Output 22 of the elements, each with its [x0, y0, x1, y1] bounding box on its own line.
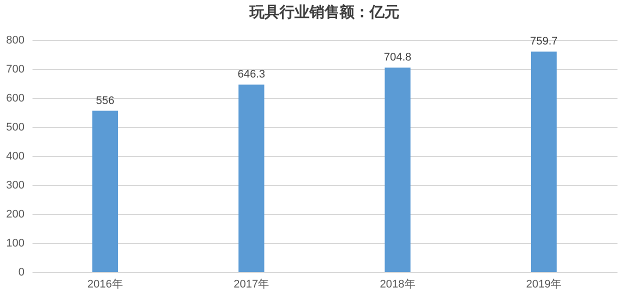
data-label: 556: [96, 94, 114, 107]
y-tick-label: 800: [6, 34, 24, 46]
y-tick-label: 100: [6, 238, 24, 250]
y-tick-label: 300: [6, 180, 24, 192]
bar: [384, 68, 411, 272]
x-tick-label: 2017年: [234, 278, 270, 290]
bar: [530, 52, 557, 272]
x-tick-label: 2019年: [526, 278, 562, 290]
y-tick-label: 400: [6, 150, 24, 162]
y-tick-label: 0: [18, 266, 24, 278]
x-tick-label: 2018年: [380, 278, 416, 290]
y-tick-label: 200: [6, 208, 24, 220]
chart-title: 玩具行业销售额：亿元: [248, 3, 400, 21]
data-label: 704.8: [384, 52, 412, 64]
bar: [92, 110, 118, 272]
bar: [238, 84, 264, 272]
data-label: 646.3: [238, 68, 266, 81]
y-tick-label: 600: [6, 92, 24, 104]
data-label: 759.7: [530, 36, 558, 48]
x-tick-label: 2016年: [87, 278, 123, 290]
y-tick-label: 500: [6, 122, 24, 134]
y-tick-label: 700: [6, 64, 24, 76]
